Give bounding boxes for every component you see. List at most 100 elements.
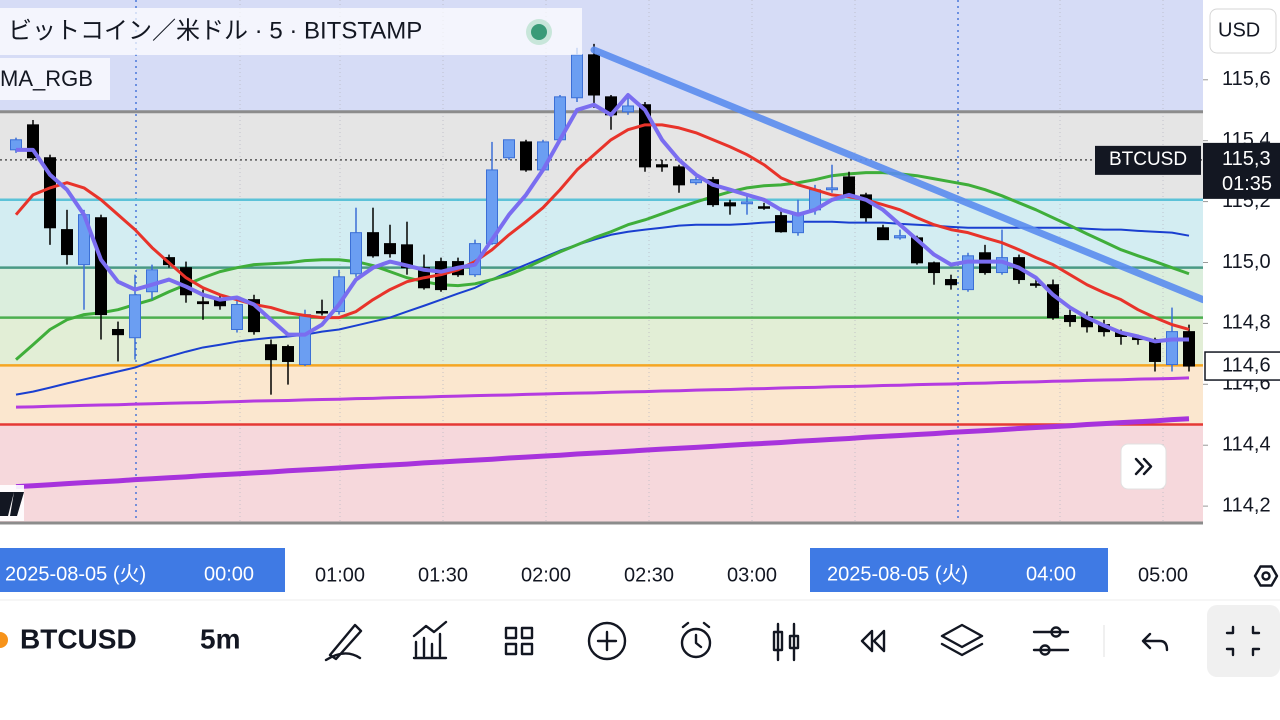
candle-body — [741, 201, 753, 205]
replay-tool[interactable] — [860, 629, 886, 653]
symbol-tag-label: BTCUSD — [1109, 149, 1187, 170]
currency-box[interactable] — [1209, 8, 1277, 54]
candle-body — [129, 294, 141, 339]
x-tick-label: 01:00 — [315, 564, 365, 586]
candle-body — [843, 176, 855, 196]
toolbar-interval[interactable]: 5m — [200, 623, 240, 654]
slider-knob — [1039, 644, 1051, 656]
candle-body — [656, 164, 668, 168]
price-zone — [0, 111, 1203, 200]
candle-body — [724, 202, 736, 207]
candle-body — [945, 279, 957, 286]
x-tick-label: 02:00 — [521, 564, 571, 586]
last-price-label: 114,6 — [1222, 354, 1271, 376]
cursor-date: 2025-08-05 (火) — [827, 563, 968, 585]
plot-area — [0, 0, 1207, 522]
indicators-tool[interactable] — [412, 620, 448, 660]
settings-tool[interactable] — [1032, 626, 1070, 656]
candle-body — [384, 243, 396, 255]
candle-body — [860, 194, 872, 219]
moving-average — [15, 220, 1190, 396]
symbol-dot — [0, 632, 8, 648]
candle-body — [571, 54, 583, 99]
replay-icon — [860, 629, 886, 653]
candle-body — [826, 187, 838, 191]
title-box — [0, 8, 582, 55]
candle-body — [673, 166, 685, 186]
undo-tool[interactable] — [1141, 632, 1169, 652]
fullscreen-button[interactable] — [1207, 605, 1280, 677]
add-tool[interactable] — [587, 621, 627, 661]
moving-average — [15, 376, 1190, 409]
last-price-box — [1204, 351, 1280, 381]
x-tick-label: 02:30 — [624, 564, 674, 586]
candle-body — [61, 229, 73, 256]
moving-average — [16, 93, 1189, 344]
layouts-icon — [504, 626, 534, 656]
moving-average — [15, 171, 1190, 361]
currency[interactable]: USD — [1218, 19, 1260, 41]
price-axis-labels: 115,6115,4115,2115,0114,8114,6114,4114,2… — [1095, 68, 1280, 516]
scroll-icon — [1134, 457, 1153, 476]
add-icon-plus — [596, 630, 618, 652]
draw-tool[interactable] — [324, 623, 363, 662]
cursor-time: 00:00 — [204, 563, 254, 585]
time-axis-labels: 01:00 01:30 02:00 02:30 03:00 05:00 2025-08-05… — [0, 548, 1188, 592]
candle-body — [1166, 331, 1178, 366]
candle-body — [112, 328, 124, 336]
cursor-time-box — [810, 548, 1108, 592]
draw-icon — [324, 623, 363, 662]
candle-body — [520, 141, 532, 171]
indicator-label[interactable]: MA_RGB — [0, 66, 93, 91]
candle-body — [350, 232, 362, 275]
indicator-box — [0, 58, 110, 100]
y-tick-label: 115,0 — [1222, 251, 1271, 273]
moving-average — [15, 416, 1190, 490]
candle-body — [401, 244, 413, 269]
chart-type-icon — [772, 622, 800, 662]
candle-body — [248, 299, 260, 333]
add-icon — [587, 621, 627, 661]
x-tick-label: 03:00 — [727, 564, 777, 586]
alert-icon — [680, 627, 712, 659]
candle-body — [894, 235, 906, 239]
symbol-tag — [1095, 145, 1201, 175]
candle-body — [27, 124, 39, 159]
candle-body — [367, 232, 379, 257]
candle-body — [231, 304, 243, 330]
x-tick-label: 01:30 — [418, 564, 468, 586]
candle-body — [690, 179, 702, 184]
candle-body — [265, 344, 277, 361]
candle-body — [197, 301, 209, 305]
x-tick-label: 05:00 — [1138, 564, 1188, 586]
y-tick-label: 115,6 — [1222, 68, 1271, 90]
candle-body — [146, 269, 158, 293]
candle-body — [282, 346, 294, 362]
status-dot — [531, 24, 547, 40]
candle-body — [928, 262, 940, 274]
cursor-time-box — [0, 548, 285, 592]
candle-body — [758, 206, 770, 209]
indicators-icon — [412, 620, 448, 660]
toolbar-symbol[interactable]: BTCUSD — [20, 623, 137, 654]
price-tag-label: 115,3 — [1222, 148, 1271, 170]
undo-icon — [1141, 632, 1169, 652]
candle-body — [1064, 314, 1076, 323]
chart-type-tool[interactable] — [772, 622, 800, 662]
layers-icon — [940, 623, 984, 657]
candle-body — [1183, 331, 1195, 367]
countdown: 01:35 — [1222, 173, 1272, 195]
settings-button[interactable] — [1253, 565, 1279, 587]
layouts-tool[interactable] — [504, 626, 534, 656]
fullscreen-icon — [1225, 625, 1261, 657]
layers-tool[interactable] — [940, 623, 984, 657]
candle-body — [775, 215, 787, 233]
candle-body — [588, 54, 600, 96]
y-tick-label: 114,4 — [1222, 433, 1271, 455]
candle-body — [503, 139, 515, 159]
candle-body — [962, 255, 974, 291]
alert-tool[interactable] — [680, 621, 712, 659]
alert-icon-hands — [681, 621, 711, 649]
price-zone — [0, 317, 1203, 366]
